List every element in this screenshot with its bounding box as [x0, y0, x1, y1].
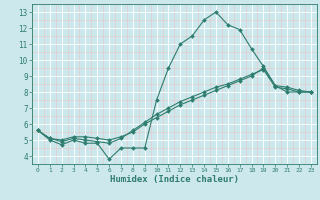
X-axis label: Humidex (Indice chaleur): Humidex (Indice chaleur): [110, 175, 239, 184]
